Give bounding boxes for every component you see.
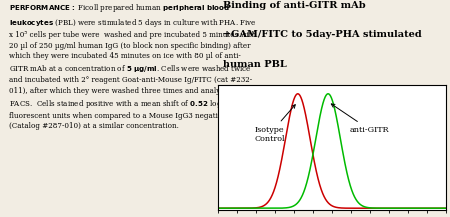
Text: anti-GITR: anti-GITR	[331, 104, 390, 134]
Text: $\bf{PERFORMANCE:}$ Ficoll prepared human $\bf{peripheral\ blood}$
$\bf{leukocyt: $\bf{PERFORMANCE:}$ Ficoll prepared huma…	[9, 2, 256, 130]
Text: Binding of anti-GITR mAb: Binding of anti-GITR mAb	[223, 1, 365, 10]
Text: +GAM/FITC to 5day-PHA stimulated: +GAM/FITC to 5day-PHA stimulated	[223, 30, 422, 39]
Text: human PBL: human PBL	[223, 60, 287, 69]
Text: Isotype
Control: Isotype Control	[254, 105, 295, 143]
